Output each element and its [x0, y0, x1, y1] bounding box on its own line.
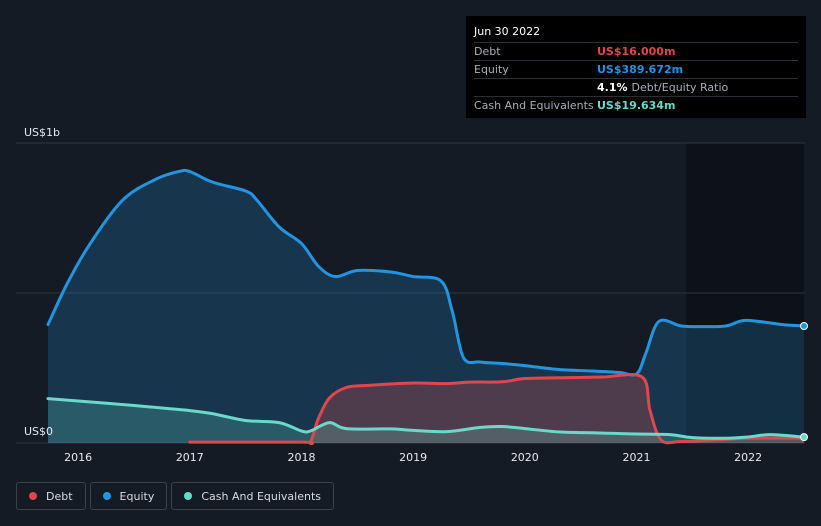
x-tick-label: 2020	[511, 451, 539, 464]
equity-dot-icon	[102, 492, 111, 500]
debt-line	[188, 373, 806, 446]
cash-and-equivalents-end-marker	[800, 433, 808, 442]
debt-area	[189, 374, 805, 444]
tooltip-equity-value: US$389.672m	[597, 63, 684, 76]
tooltip-date: Jun 30 2022	[474, 22, 798, 43]
legend-item-debt[interactable]: Debt	[16, 482, 86, 510]
tooltip-debt-label: Debt	[474, 45, 501, 58]
x-tick-label: 2019	[399, 451, 427, 464]
legend-label-cash: Cash And Equivalents	[201, 489, 321, 503]
tooltip-row-cash: Cash And Equivalents US$19.634m	[474, 97, 798, 114]
cash-and-equivalents-area	[48, 398, 804, 443]
cash-and-equivalents-line	[46, 397, 806, 440]
legend-item-equity[interactable]: Equity	[89, 482, 168, 510]
x-tick-label: 2022	[734, 451, 762, 464]
x-tick-label: 2018	[287, 451, 315, 464]
tooltip-cash-value: US$19.634m	[597, 99, 676, 112]
x-tick-label: 2021	[622, 451, 650, 464]
legend: Debt Equity Cash And Equivalents	[16, 482, 334, 510]
y-tick-label-top: US$1b	[24, 126, 60, 139]
tooltip-row-debt: Debt US$16.000m	[474, 43, 798, 61]
equity-end-marker	[800, 322, 808, 330]
legend-item-cash[interactable]: Cash And Equivalents	[171, 482, 334, 510]
tooltip-debt-value: US$16.000m	[597, 45, 676, 58]
x-tick-label: 2017	[176, 451, 204, 464]
tooltip-equity-label: Equity	[474, 63, 509, 76]
legend-label-equity: Equity	[119, 489, 155, 503]
cash-dot-icon	[184, 492, 193, 500]
tooltip-panel: Jun 30 2022 Debt US$16.000m Equity US$38…	[466, 16, 806, 118]
tooltip-row-ratio: 4.1% Debt/Equity Ratio	[474, 79, 798, 97]
tooltip-ratio-value: 4.1%	[597, 81, 628, 94]
tooltip-ratio-label: Debt/Equity Ratio	[631, 81, 729, 94]
y-tick-label-bottom: US$0	[24, 425, 53, 438]
tooltip-row-equity: Equity US$389.672m	[474, 61, 798, 79]
equity-line	[46, 168, 806, 377]
x-tick-label: 2016	[64, 451, 92, 464]
tooltip-cash-label: Cash And Equivalents	[474, 99, 594, 112]
debt-dot-icon	[29, 492, 37, 500]
legend-label-debt: Debt	[46, 489, 73, 503]
